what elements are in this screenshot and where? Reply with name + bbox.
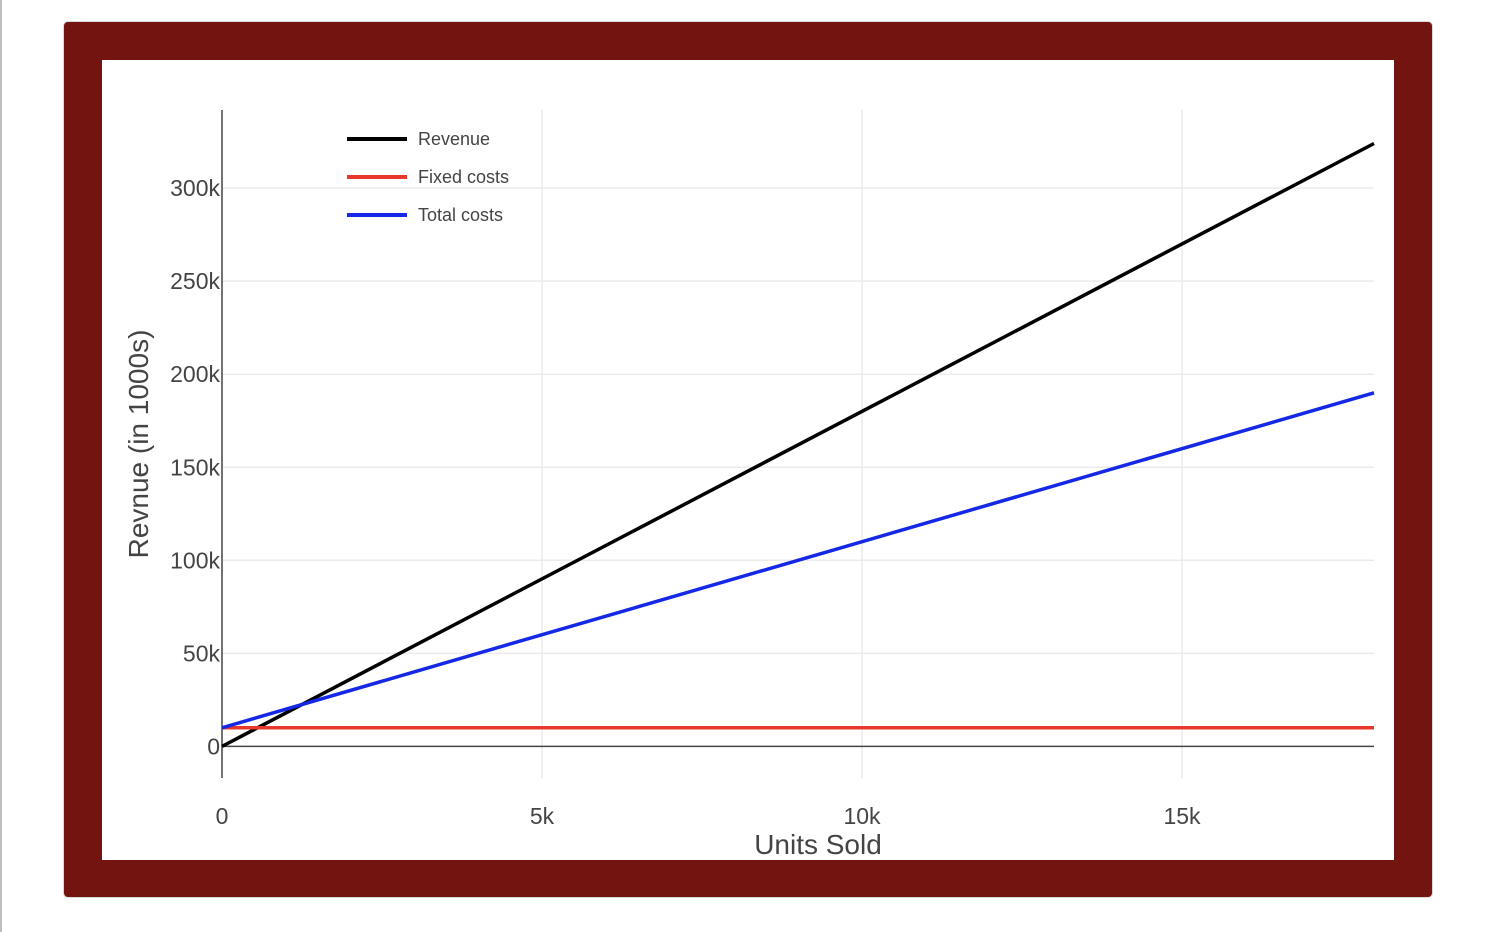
x-tick-label: 15k: [1163, 803, 1201, 829]
x-tick-labels: 0 5k 10k 15k: [216, 803, 1201, 829]
y-tick-label: 50k: [183, 640, 221, 666]
y-tick-label: 150k: [170, 454, 220, 480]
axes: [221, 110, 1374, 778]
legend-label: Fixed costs: [418, 167, 509, 187]
legend-label: Total costs: [418, 205, 503, 225]
x-tick-label: 10k: [843, 803, 881, 829]
page-left-border: [0, 0, 2, 932]
x-axis-title: Units Sold: [754, 829, 882, 860]
legend-item-total-costs[interactable]: Total costs: [347, 205, 503, 225]
y-tick-label: 250k: [170, 268, 220, 294]
y-axis-title: Revnue (in 1000s): [123, 330, 154, 559]
y-tick-label: 0: [207, 733, 220, 759]
plot-area: 0 5k 10k 15k 0 50k 100k 150k 200k 250k 300k Units…: [102, 60, 1394, 860]
y-tick-label: 300k: [170, 175, 220, 201]
y-tick-labels: 0 50k 100k 150k 200k 250k 300k: [170, 175, 220, 759]
y-tick-label: 100k: [170, 547, 220, 573]
legend-label: Revenue: [418, 129, 490, 149]
series-line-revenue: [221, 141, 1375, 748]
legend-item-fixed-costs[interactable]: Fixed costs: [347, 167, 509, 187]
chart-svg: 0 5k 10k 15k 0 50k 100k 150k 200k 250k 300k Units…: [123, 110, 1375, 860]
series-lines: [221, 141, 1375, 748]
y-gridlines: [222, 187, 1374, 655]
x-gridlines: [541, 110, 1183, 778]
legend[interactable]: Revenue Fixed costs Total costs: [347, 129, 509, 225]
y-tick-label: 200k: [170, 361, 220, 387]
series-line-total-costs: [221, 391, 1375, 730]
x-tick-label: 5k: [530, 803, 555, 829]
legend-item-revenue[interactable]: Revenue: [347, 129, 490, 149]
x-tick-label: 0: [216, 803, 229, 829]
chart-frame: 0 5k 10k 15k 0 50k 100k 150k 200k 250k 300k Units…: [64, 22, 1432, 897]
